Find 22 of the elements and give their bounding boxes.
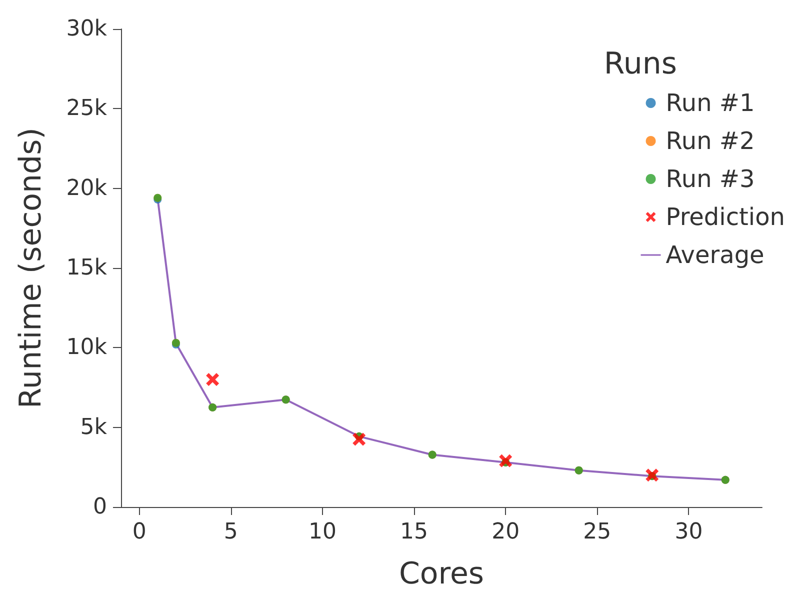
x-tick-label: 10	[308, 520, 336, 544]
x-tick-label: 5	[224, 520, 238, 544]
y-tick-label: 0	[93, 494, 107, 520]
legend-label: Prediction	[666, 203, 786, 231]
legend-label: Run #1	[666, 89, 755, 117]
y-tick-label: 20k	[66, 176, 108, 201]
x-tick-label: 20	[492, 520, 520, 544]
x-tick-label: 25	[583, 520, 612, 544]
legend-label: Average	[666, 241, 764, 269]
x-tick-label: 30	[674, 520, 703, 544]
legend-label: Run #2	[666, 127, 755, 155]
x-axis-title: Cores	[398, 556, 484, 592]
y-tick-label: 15k	[66, 256, 108, 280]
x-tick-label: 0	[132, 520, 146, 544]
x-tick-label: 15	[400, 520, 428, 544]
y-tick-label: 10k	[66, 335, 108, 360]
y-tick-label: 5k	[80, 414, 108, 440]
legend-title: Runs	[604, 46, 677, 82]
legend-label: Run #3	[666, 165, 755, 193]
y-tick-label: 25k	[66, 96, 108, 122]
y-axis-title: Runtime (seconds)	[14, 128, 48, 408]
y-tick-label: 30k	[66, 16, 108, 42]
